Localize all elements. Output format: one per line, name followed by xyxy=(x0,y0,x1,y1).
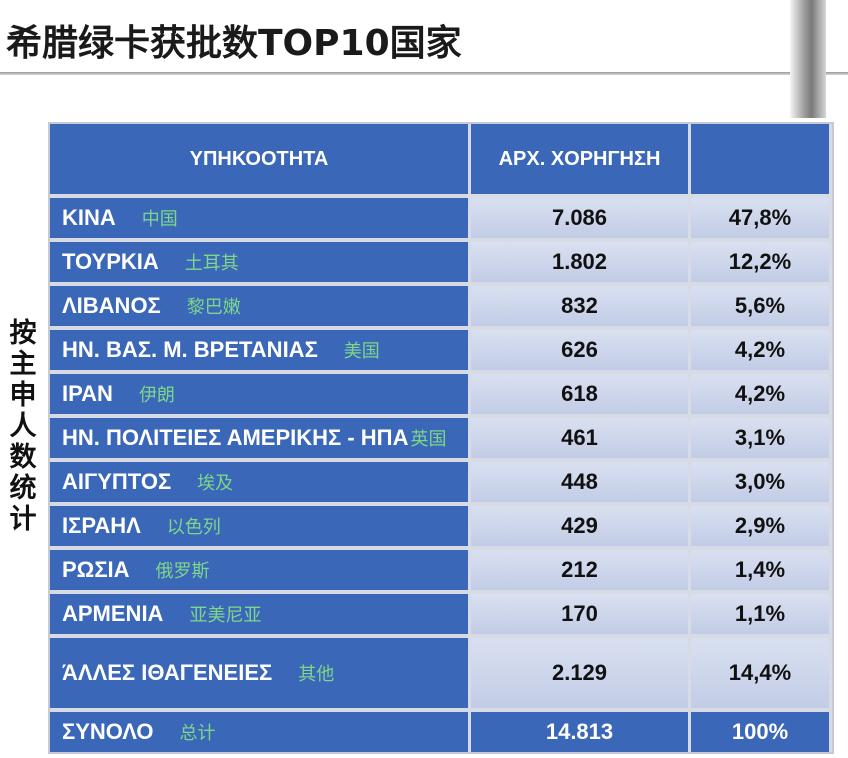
side-label-char: 计 xyxy=(9,504,37,535)
header-percent xyxy=(691,124,829,194)
table-row: ΆΛΛΕΣ ΙΘΑΓΕΝΕΙΕΣ 其他 2.129 14,4% xyxy=(50,638,832,708)
percent-cell: 47,8% xyxy=(691,198,829,238)
percent-cell: 2,9% xyxy=(691,506,829,546)
country-name: ΛΙΒΑΝΟΣ xyxy=(62,293,161,318)
country-cell: ΚΙΝΑ 中国 xyxy=(50,198,468,238)
side-label-char: 按 xyxy=(9,318,37,349)
percent-cell: 3,1% xyxy=(691,418,829,458)
header-nationality: ΥΠΗΚΟΟΤΗΤΑ xyxy=(50,124,468,194)
country-chinese-name: 俄罗斯 xyxy=(155,561,210,582)
country-name: ΡΩΣΙΑ xyxy=(62,557,130,582)
table-header-row: ΥΠΗΚΟΟΤΗΤΑ ΑΡΧ. ΧΟΡΗΓΗΣΗ xyxy=(50,124,832,194)
country-name: ΤΟΥΡΚΙΑ xyxy=(62,249,159,274)
country-cell: ΗΝ. ΠΟΛΙΤΕΙΕΣ ΑΜΕΡΙΚΗΣ - ΗΠΑ 英国 xyxy=(50,418,468,458)
side-label-char: 主 xyxy=(9,349,37,380)
country-chinese-name: 英国 xyxy=(410,429,447,450)
country-chinese-name: 美国 xyxy=(343,341,380,362)
header-count: ΑΡΧ. ΧΟΡΗΓΗΣΗ xyxy=(471,124,688,194)
count-cell: 618 xyxy=(471,374,688,414)
table-row: ΙΣΡΑΗΛ 以色列 429 2,9% xyxy=(50,506,832,546)
total-label: ΣΥΝΟΛΟ xyxy=(62,719,154,744)
side-label-char: 申 xyxy=(9,380,37,411)
country-name: ΗΝ. ΒΑΣ. Μ. ΒΡΕΤΑΝΙΑΣ xyxy=(62,337,318,362)
table-row: ΚΙΝΑ 中国 7.086 47,8% xyxy=(50,198,832,238)
table-row: ΛΙΒΑΝΟΣ 黎巴嫩 832 5,6% xyxy=(50,286,832,326)
count-cell: 832 xyxy=(471,286,688,326)
side-label-char: 人 xyxy=(9,411,37,442)
country-name: ΚΙΝΑ xyxy=(62,205,116,230)
country-cell: ΤΟΥΡΚΙΑ 土耳其 xyxy=(50,242,468,282)
country-cell: ΗΝ. ΒΑΣ. Μ. ΒΡΕΤΑΝΙΑΣ 美国 xyxy=(50,330,468,370)
percent-cell: 4,2% xyxy=(691,374,829,414)
title-divider xyxy=(0,72,848,75)
total-count: 14.813 xyxy=(471,712,688,752)
count-cell: 626 xyxy=(471,330,688,370)
table-row: ΡΩΣΙΑ 俄罗斯 212 1,4% xyxy=(50,550,832,590)
count-cell: 461 xyxy=(471,418,688,458)
country-chinese-name: 中国 xyxy=(141,209,178,230)
table-row: ΗΝ. ΒΑΣ. Μ. ΒΡΕΤΑΝΙΑΣ 美国 626 4,2% xyxy=(50,330,832,370)
decorative-bar xyxy=(790,0,826,118)
table-row: ΤΟΥΡΚΙΑ 土耳其 1.802 12,2% xyxy=(50,242,832,282)
side-label-char: 统 xyxy=(9,473,37,504)
count-cell: 212 xyxy=(471,550,688,590)
country-name: ΙΣΡΑΗΛ xyxy=(62,513,141,538)
table-row: ΑΙΓΥΠΤΟΣ 埃及 448 3,0% xyxy=(50,462,832,502)
country-chinese-name: 伊朗 xyxy=(138,385,175,406)
country-name: ΆΛΛΕΣ ΙΘΑΓΕΝΕΙΕΣ xyxy=(62,660,273,685)
country-chinese-name: 黎巴嫩 xyxy=(186,297,241,318)
table-row: ΑΡΜΕΝΙΑ 亚美尼亚 170 1,1% xyxy=(50,594,832,634)
count-cell: 170 xyxy=(471,594,688,634)
side-label: 按 主 申 人 数 统 计 xyxy=(4,318,42,535)
table-row: ΙΡΑΝ 伊朗 618 4,2% xyxy=(50,374,832,414)
table-total-row: ΣΥΝΟΛΟ 总计 14.813 100% xyxy=(50,712,832,752)
percent-cell: 5,6% xyxy=(691,286,829,326)
country-cell: ΑΙΓΥΠΤΟΣ 埃及 xyxy=(50,462,468,502)
percent-cell: 3,0% xyxy=(691,462,829,502)
country-name: ΙΡΑΝ xyxy=(62,381,113,406)
country-chinese-name: 土耳其 xyxy=(184,253,239,274)
country-name: ΗΝ. ΠΟΛΙΤΕΙΕΣ ΑΜΕΡΙΚΗΣ - ΗΠΑ xyxy=(62,425,409,450)
greencard-table: ΥΠΗΚΟΟΤΗΤΑ ΑΡΧ. ΧΟΡΗΓΗΣΗ ΚΙΝΑ 中国 7.086 4… xyxy=(48,122,834,754)
country-chinese-name: 以色列 xyxy=(166,517,221,538)
percent-cell: 12,2% xyxy=(691,242,829,282)
country-cell: ΡΩΣΙΑ 俄罗斯 xyxy=(50,550,468,590)
count-cell: 429 xyxy=(471,506,688,546)
total-percent: 100% xyxy=(691,712,829,752)
country-cell: ΙΣΡΑΗΛ 以色列 xyxy=(50,506,468,546)
count-cell: 2.129 xyxy=(471,638,688,708)
country-chinese-name: 埃及 xyxy=(197,473,234,494)
count-cell: 448 xyxy=(471,462,688,502)
country-cell: ΆΛΛΕΣ ΙΘΑΓΕΝΕΙΕΣ 其他 xyxy=(50,638,468,708)
side-label-char: 数 xyxy=(9,442,37,473)
total-label-cell: ΣΥΝΟΛΟ 总计 xyxy=(50,712,468,752)
percent-cell: 4,2% xyxy=(691,330,829,370)
total-chinese-label: 总计 xyxy=(179,723,216,744)
country-cell: ΙΡΑΝ 伊朗 xyxy=(50,374,468,414)
country-cell: ΛΙΒΑΝΟΣ 黎巴嫩 xyxy=(50,286,468,326)
country-cell: ΑΡΜΕΝΙΑ 亚美尼亚 xyxy=(50,594,468,634)
percent-cell: 1,4% xyxy=(691,550,829,590)
table-row: ΗΝ. ΠΟΛΙΤΕΙΕΣ ΑΜΕΡΙΚΗΣ - ΗΠΑ 英国 461 3,1% xyxy=(50,418,832,458)
country-chinese-name: 亚美尼亚 xyxy=(189,605,262,626)
country-name: ΑΡΜΕΝΙΑ xyxy=(62,601,164,626)
percent-cell: 1,1% xyxy=(691,594,829,634)
country-chinese-name: 其他 xyxy=(298,664,335,685)
country-name: ΑΙΓΥΠΤΟΣ xyxy=(62,469,172,494)
count-cell: 7.086 xyxy=(471,198,688,238)
percent-cell: 14,4% xyxy=(691,638,829,708)
page-title: 希腊绿卡获批数TOP10国家 xyxy=(6,23,462,64)
count-cell: 1.802 xyxy=(471,242,688,282)
